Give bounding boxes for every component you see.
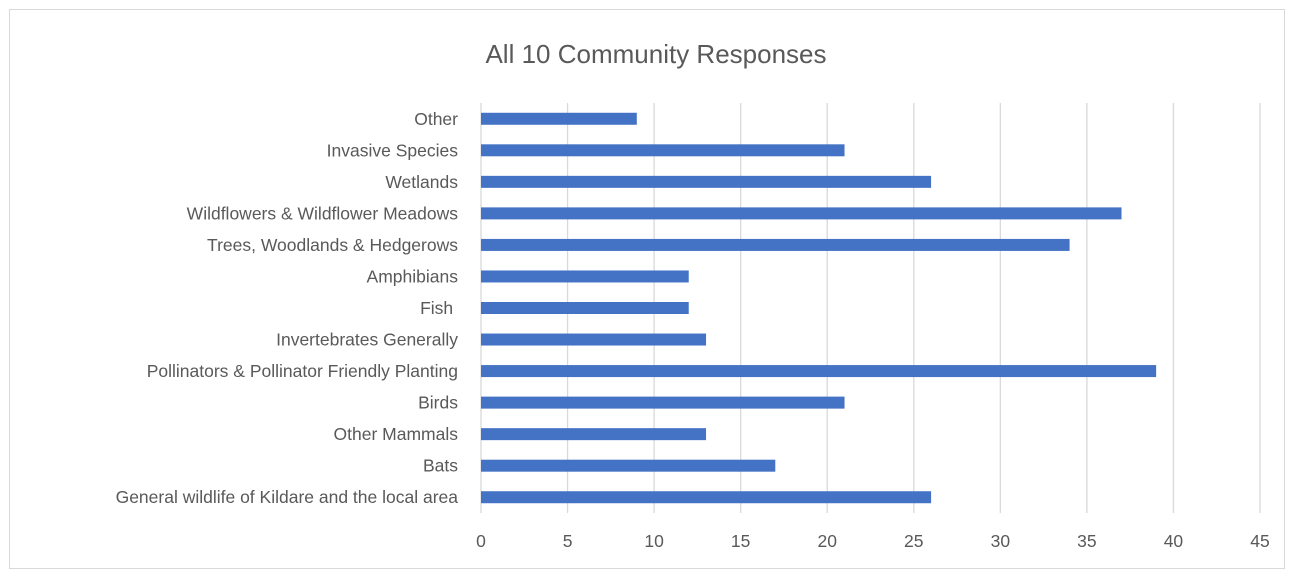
x-tick-label: 35 — [1077, 531, 1096, 551]
bar — [481, 459, 776, 472]
bar — [481, 207, 1122, 220]
category-label: Invasive Species — [327, 140, 459, 160]
bar — [481, 491, 932, 504]
category-label: Other Mammals — [334, 424, 459, 444]
x-tick-label: 45 — [1250, 531, 1269, 551]
category-label: Fish — [420, 298, 458, 318]
bar — [481, 270, 689, 283]
gridlines — [480, 103, 1261, 513]
x-tick-label: 10 — [644, 531, 664, 551]
x-tick-label: 5 — [563, 531, 573, 551]
category-label: General wildlife of Kildare and the loca… — [116, 487, 459, 507]
chart-frame — [9, 9, 1285, 569]
category-label: Pollinators & Pollinator Friendly Planti… — [147, 361, 458, 381]
category-labels: Other Invasive Species Wetlands Wildflowers… — [116, 109, 459, 507]
category-label: Trees, Woodlands & Hedgerows — [207, 235, 458, 255]
x-tick-label: 30 — [991, 531, 1011, 551]
bar — [481, 428, 707, 441]
bar — [481, 238, 1070, 251]
x-tick-label: 20 — [817, 531, 837, 551]
bar — [481, 144, 845, 157]
x-tick-label: 0 — [476, 531, 486, 551]
category-label: Wildflowers & Wildflower Meadows — [187, 203, 459, 223]
bar — [481, 365, 1157, 378]
x-tick-label: 40 — [1164, 531, 1184, 551]
category-label: Other — [414, 109, 458, 129]
category-label: Bats — [423, 456, 458, 476]
bar — [481, 175, 932, 188]
bar — [481, 333, 707, 346]
category-label: Amphibians — [367, 266, 459, 286]
category-label: Birds — [418, 393, 458, 413]
bar — [481, 112, 637, 125]
x-tick-label: 15 — [731, 531, 750, 551]
bar — [481, 396, 845, 409]
x-tick-labels: 0 5 10 15 20 25 30 35 40 45 — [476, 531, 1270, 551]
bar — [481, 302, 689, 314]
chart-title: All 10 Community Responses — [485, 39, 826, 69]
bars — [481, 112, 1157, 504]
x-tick-label: 25 — [904, 531, 923, 551]
category-label: Wetlands — [385, 172, 458, 192]
category-label: Invertebrates Generally — [276, 330, 458, 350]
